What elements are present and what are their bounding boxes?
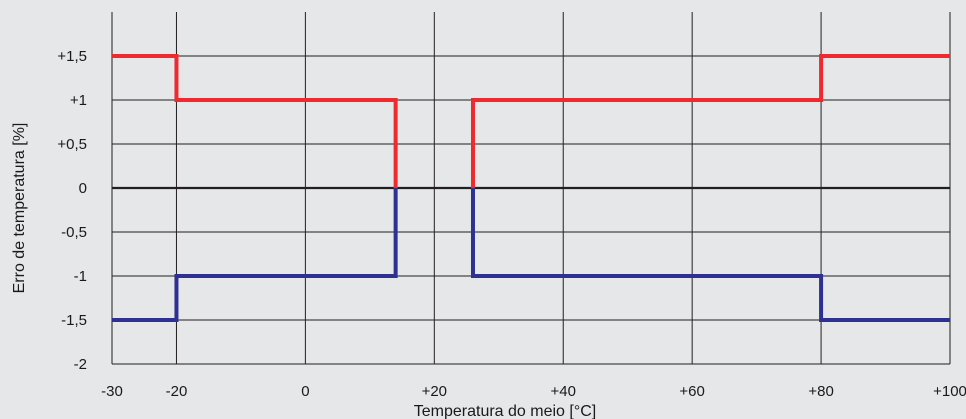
- x-axis-ticks: -30 -20 0 +20 +40 +60 +80 +100: [101, 383, 966, 400]
- y-tick-label: -0,5: [61, 224, 87, 241]
- series-1-line: [470, 188, 950, 322]
- y-tick-label: +1,5: [57, 48, 87, 65]
- y-axis-label: Erro de temperatura [%]: [11, 123, 28, 294]
- y-axis-ticks: +1,5 +1 +0,5 0 -0,5 -1 -1,5 -2: [57, 48, 87, 373]
- y-tick-label: 0: [79, 180, 87, 197]
- series-1-line: [112, 188, 398, 322]
- x-tick-label: +60: [679, 383, 704, 400]
- x-tick-label: +100: [933, 383, 966, 400]
- grid: [111, 12, 951, 365]
- x-tick-label: +80: [808, 383, 833, 400]
- y-tick-label: +0,5: [57, 136, 87, 153]
- y-tick-label: -1: [74, 268, 87, 285]
- series-0-line: [470, 54, 950, 188]
- series-layer: [112, 54, 950, 322]
- x-tick-label: +40: [551, 383, 576, 400]
- series-0-line: [112, 54, 398, 188]
- y-tick-label: -1,5: [61, 312, 87, 329]
- y-tick-label: +1: [70, 92, 87, 109]
- y-tick-label: -2: [74, 356, 87, 373]
- x-tick-label: -20: [166, 383, 188, 400]
- x-tick-label: 0: [301, 383, 309, 400]
- x-axis-label: Temperatura do meio [°C]: [414, 403, 596, 419]
- x-tick-label: +20: [422, 383, 447, 400]
- x-tick-label: -30: [101, 383, 123, 400]
